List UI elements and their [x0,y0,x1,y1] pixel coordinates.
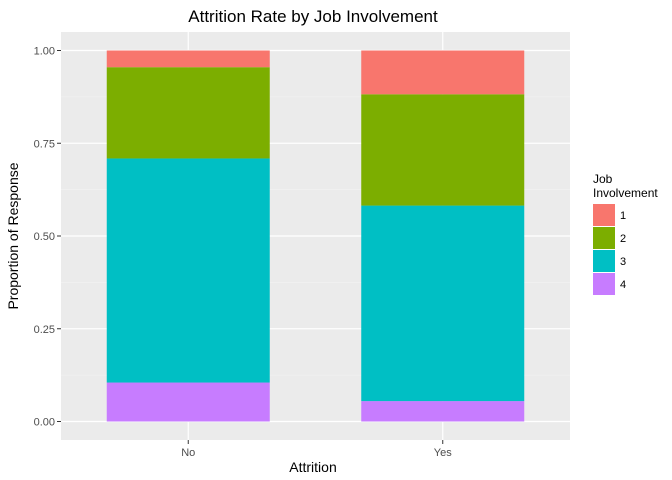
y-tick-label: 0.50 [34,231,55,243]
legend-key-2 [593,227,615,249]
y-tick-label: 0.75 [34,138,55,150]
y-tick-label: 0.00 [34,417,55,429]
x-tick-label: Yes [434,447,452,459]
x-axis: No Yes [181,440,452,459]
bar-segment-yes-4 [361,401,525,422]
legend-label-1: 1 [620,210,626,222]
bar-segment-no-4 [106,382,270,422]
legend-label-2: 2 [620,233,626,245]
legend-title-line-2: Involvement [593,186,658,200]
bars [106,50,525,422]
legend-key-4 [593,273,615,295]
bar-segment-yes-3 [361,205,525,402]
bar-segment-yes-1 [361,50,525,95]
bar-segment-yes-2 [361,94,525,206]
legend-label-3: 3 [620,256,626,268]
legend: Job Involvement 1 2 3 4 [593,172,658,295]
x-tick-label: No [181,447,195,459]
legend-label-4: 4 [620,279,626,291]
legend-key-3 [593,250,615,272]
chart-title: Attrition Rate by Job Involvement [188,7,438,26]
bar-segment-no-3 [106,158,270,383]
bar-segment-no-1 [106,50,270,68]
legend-title-line-1: Job [593,172,613,186]
legend-key-1 [593,204,615,226]
y-tick-label: 1.00 [34,46,55,58]
bar-segment-no-2 [106,67,270,159]
x-axis-title: Attrition [289,459,336,475]
y-axis-title: Proportion of Response [5,162,21,309]
y-tick-label: 0.25 [34,324,55,336]
y-axis: 0.00 0.25 0.50 0.75 1.00 [34,46,61,429]
